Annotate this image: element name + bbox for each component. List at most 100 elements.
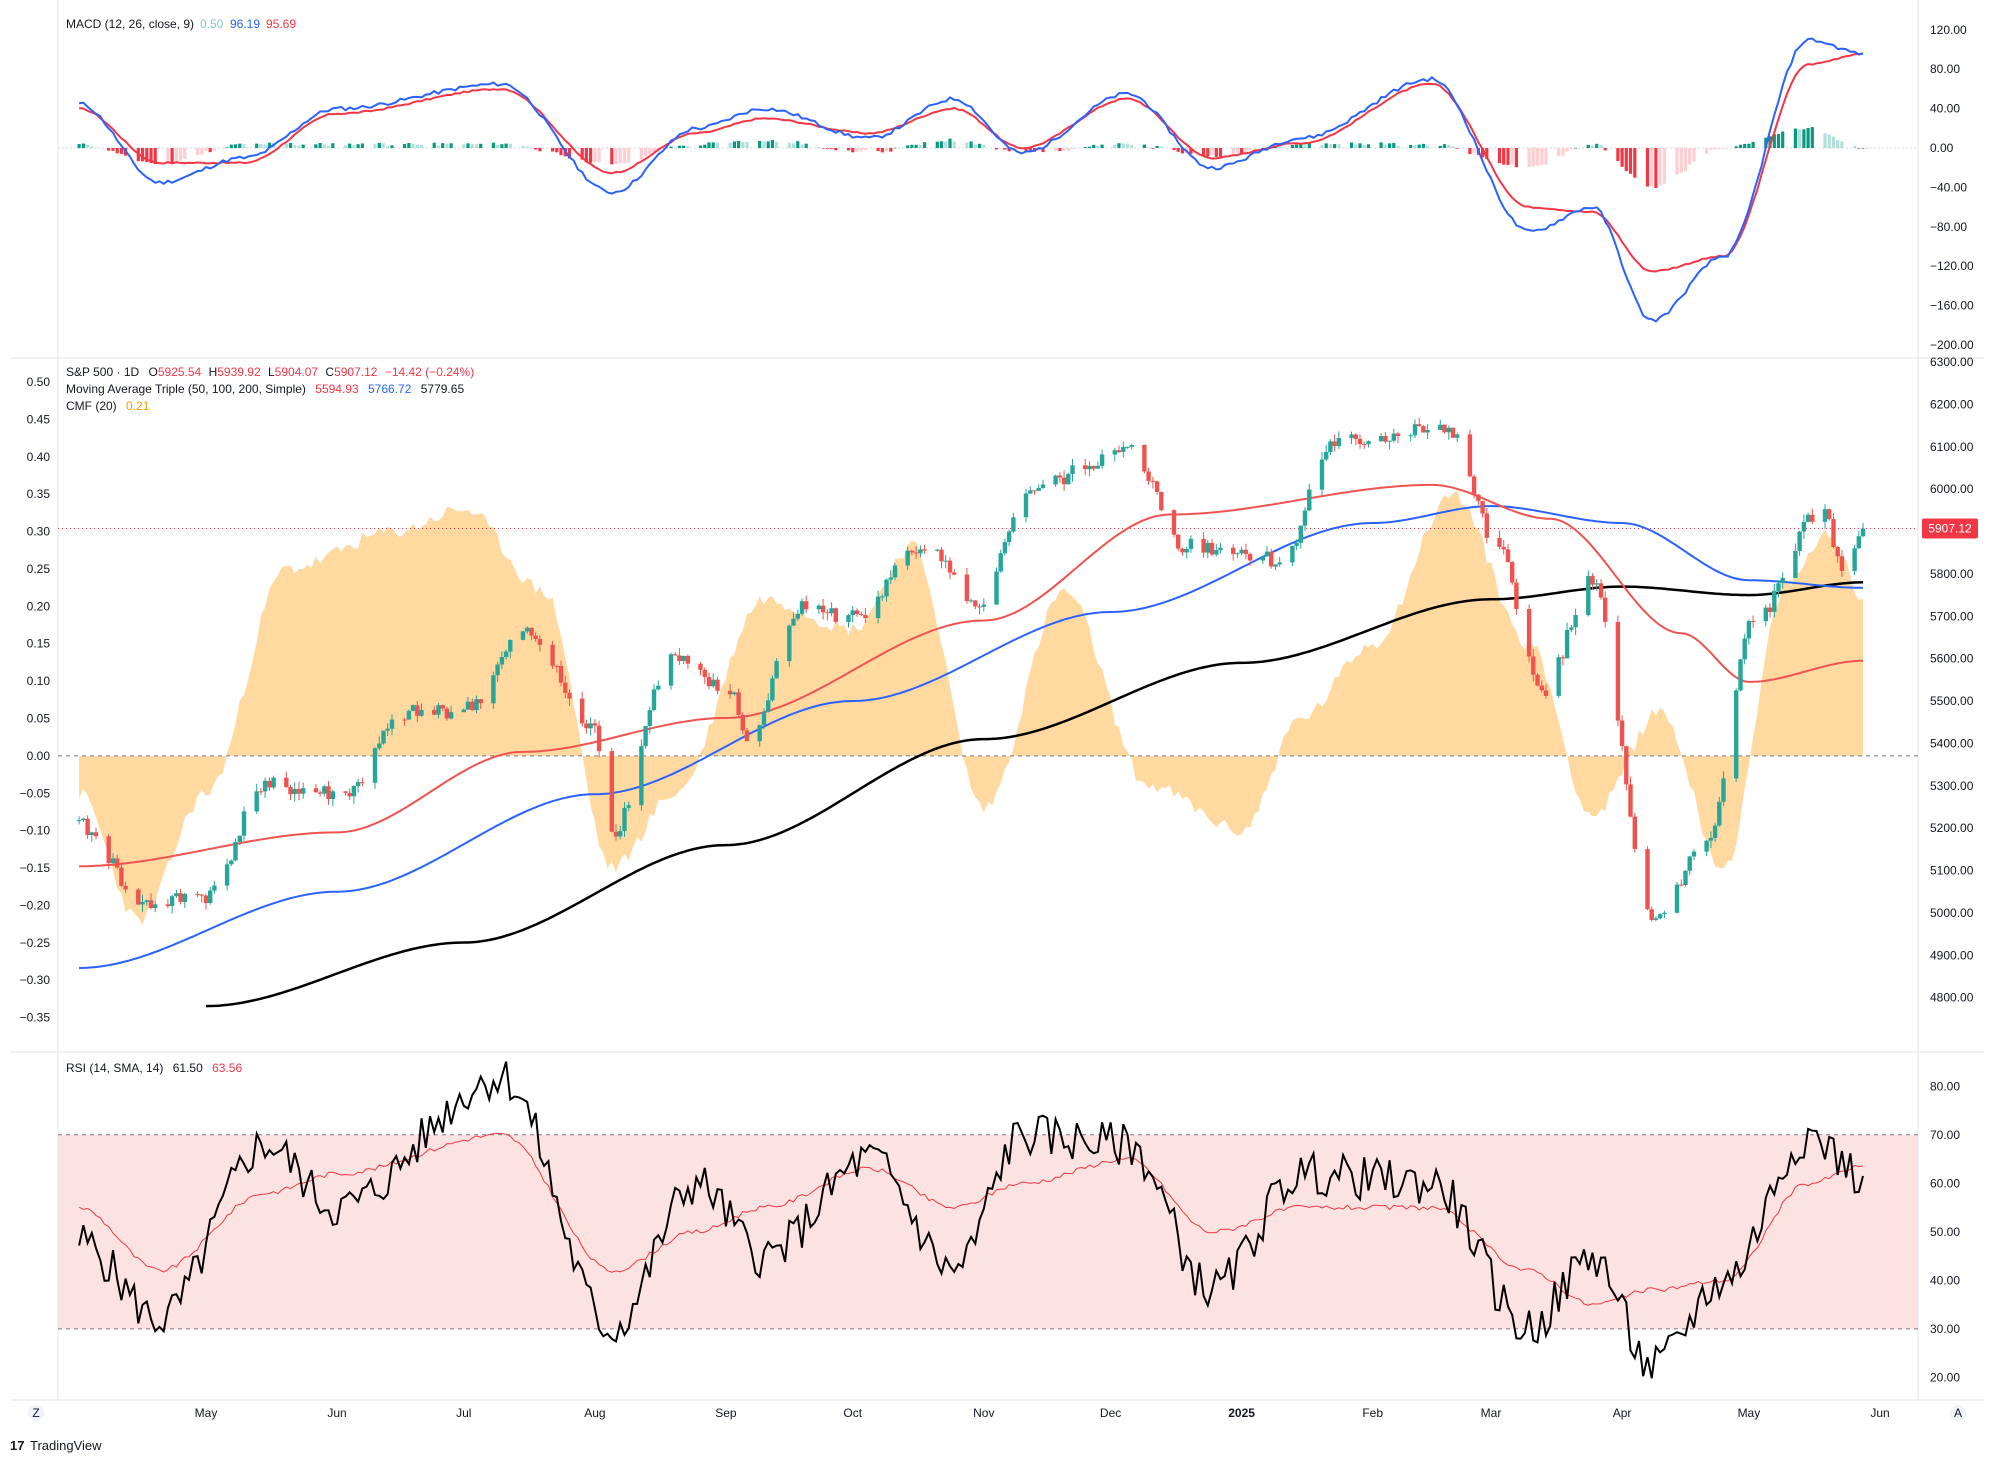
macd-hist-bar	[1468, 148, 1472, 155]
ma-legend-line: Moving Average Triple (50, 100, 200, Sim…	[66, 382, 464, 396]
macd-hist-bar	[559, 148, 563, 156]
auto-scale-label: A	[1954, 1406, 1962, 1420]
price-pane[interactable]: 6300.006200.006100.006000.005900.005800.…	[20, 355, 1978, 1025]
macd-hist-bar	[1595, 143, 1599, 148]
candle-body	[1683, 870, 1688, 885]
macd-hist-bar	[166, 148, 170, 163]
candle-body	[478, 699, 483, 704]
auto-scale-button[interactable]	[1950, 1405, 1966, 1421]
macd-hist-bar	[1092, 144, 1096, 148]
candle-body	[533, 635, 538, 639]
candle-body	[317, 792, 323, 794]
macd-price-axis[interactable]: 120.00 80.00 40.00 0.00 −40.00 −80.00 −120.00 −…	[1930, 23, 1974, 352]
candle-body	[520, 631, 526, 640]
candle-body	[1324, 452, 1329, 460]
candle-body	[1556, 657, 1561, 696]
candle-body	[1349, 434, 1354, 438]
macd-hist-bar	[906, 145, 910, 148]
macd-hist-bar	[1861, 148, 1865, 149]
macd-hist-bar	[770, 140, 774, 148]
macd-hist-bar	[1624, 148, 1628, 172]
price-axis[interactable]: 6300.006200.006100.006000.005900.005800.…	[1930, 355, 1974, 1005]
candle-body	[241, 811, 247, 836]
time-tick-label: May	[195, 1406, 218, 1420]
rsi-axis[interactable]: 80.00 70.00 60.00 50.00 40.00 30.00 20.00	[1930, 1079, 1960, 1384]
cmf-tick-label: 0.25	[27, 562, 51, 576]
candle-body	[347, 792, 352, 797]
time-axis[interactable]: May Jun Jul Aug Sep Oct Nov Dec 2025 Feb Mar Apr May…	[195, 1406, 1890, 1420]
macd-hist-bar	[918, 144, 922, 148]
zoom-reset-button[interactable]	[28, 1405, 44, 1421]
macd-hist-bar	[1683, 148, 1688, 172]
candle-body	[702, 669, 707, 677]
macd-hist-bar	[923, 142, 927, 148]
candle-body	[567, 692, 572, 699]
macd-signal-line	[79, 52, 1864, 273]
ma-title[interactable]: Moving Average Triple (50, 100, 200, Sim…	[66, 382, 306, 396]
macd-hist-bar	[297, 145, 301, 148]
price-legend-line: S&P 500 · 1D O5925.54 H5939.92 L5904.07 …	[66, 365, 474, 379]
macd-hist-bar	[1810, 127, 1814, 149]
brand[interactable]: 17 TradingView	[10, 1438, 102, 1453]
candle-body	[1205, 542, 1210, 553]
candle-body	[258, 791, 264, 793]
macd-hist-bar	[479, 143, 483, 149]
macd-hist-bar	[741, 141, 745, 148]
candle-body	[1645, 849, 1650, 910]
candle-body	[854, 610, 860, 615]
candle-body	[1712, 825, 1718, 838]
candle-body	[757, 725, 762, 742]
time-tick-label: Jul	[456, 1406, 471, 1420]
macd-hist-bar	[1142, 144, 1146, 148]
candle-body	[1598, 583, 1604, 598]
macd-hist-bar	[551, 148, 555, 152]
cmf-tick-label: −0.30	[20, 973, 51, 987]
candle-body	[1159, 492, 1164, 511]
rsi-pane[interactable]: 80.00 70.00 60.00 50.00 40.00 30.00 20.00 RSI …	[58, 1061, 1960, 1384]
macd-hist-bar	[436, 145, 441, 148]
macd-hist-bar	[1764, 137, 1768, 148]
candle-body	[1746, 621, 1752, 639]
macd-hist-bar	[1295, 144, 1299, 148]
symbol-line[interactable]: S&P 500 · 1D	[66, 365, 139, 379]
macd-hist-bar	[863, 148, 867, 151]
macd-hist-bar	[1857, 148, 1861, 149]
candle-body	[1011, 517, 1016, 532]
macd-tick-label: 120.00	[1930, 23, 1967, 37]
macd-hist-bar	[415, 144, 419, 148]
macd-title[interactable]: MACD (12, 26, close, 9)	[66, 17, 194, 31]
candle-body	[292, 788, 297, 795]
macd-hist-bar	[1442, 144, 1447, 148]
candle-body	[1231, 547, 1236, 554]
candle-body	[1218, 547, 1223, 551]
price-tick-label: 5200.00	[1930, 821, 1974, 835]
macd-hist-bar	[973, 144, 977, 148]
macd-hist-bar	[622, 148, 627, 164]
cmf-title[interactable]: CMF (20)	[66, 399, 117, 413]
candle-body	[580, 698, 585, 724]
macd-hist-bar	[618, 148, 622, 164]
macd-hist-bar	[1650, 148, 1654, 187]
candle-body	[1425, 430, 1430, 433]
macd-hist-bar	[1290, 145, 1294, 149]
macd-hist-bar	[893, 147, 897, 149]
candle-body	[1353, 434, 1358, 439]
macd-hist-bar	[1831, 136, 1836, 148]
macd-hist-bar	[1396, 146, 1400, 148]
cmf-axis[interactable]: 0.50 0.45 0.40 0.35 0.30 0.25 0.20 0.15 0.10 0.05…	[20, 375, 51, 1025]
candle-body	[1298, 525, 1303, 543]
macd-hist-bar	[1320, 144, 1324, 148]
macd-hist-bar	[1159, 146, 1163, 148]
candle-body	[833, 608, 838, 622]
candle-body	[1539, 685, 1544, 691]
macd-hist-bar	[233, 144, 238, 148]
macd-hist-bar	[994, 148, 999, 150]
rsi-title[interactable]: RSI (14, SMA, 14)	[66, 1061, 163, 1075]
macd-hist-bar	[817, 146, 821, 148]
candle-body	[1691, 851, 1697, 857]
macd-hist-bar	[804, 143, 808, 148]
candle-body	[1615, 621, 1621, 721]
macd-pane[interactable]: 120.00 80.00 40.00 0.00 −40.00 −80.00 −120.00 −…	[58, 17, 1974, 352]
macd-signal-value: 95.69	[266, 17, 296, 31]
